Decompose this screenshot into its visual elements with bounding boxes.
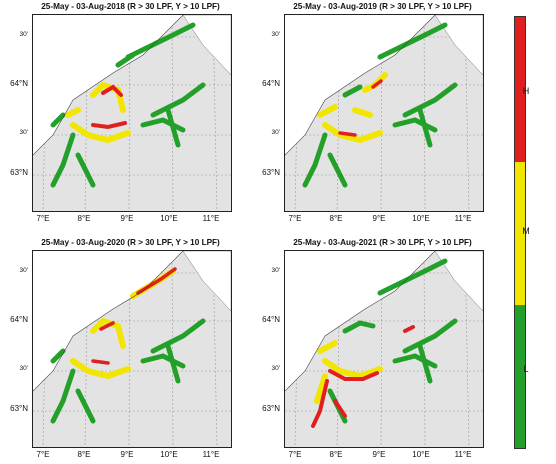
lon-label: 7°E [288,450,302,459]
panel-title: 25-May - 03-Aug-2019 (R > 30 LPF, Y > 10… [293,2,472,11]
colorbar-label-medium: M [522,226,530,236]
lat-label: 63°N [262,404,280,413]
lat-label: 30' [19,31,28,38]
lat-label: 30' [271,31,280,38]
lon-label: 11°E [454,450,472,459]
lon-label: 7°E [36,450,50,459]
lat-label: 30' [271,129,280,136]
lon-label: 7°E [36,214,50,223]
map-area [284,250,484,448]
lon-label: 10°E [412,450,430,459]
map-area [32,14,232,212]
map-area [32,250,232,448]
lat-label: 64°N [10,315,28,324]
colorbar-label-high: H [522,86,530,96]
low-zone [50,318,206,424]
high-zone [311,325,415,428]
map-panel-2021: 25-May - 03-Aug-2021 (R > 30 LPF, Y > 10… [252,236,517,464]
lon-label: 10°E [412,214,430,223]
lon-label: 9°E [120,450,134,459]
panel-title: 25-May - 03-Aug-2020 (R > 30 LPF, Y > 10… [41,238,220,247]
colorbar [514,16,526,449]
colorbar-label-low: L [523,364,529,374]
lon-label: 9°E [120,214,134,223]
lon-label: 7°E [288,214,302,223]
lat-label: 63°N [262,168,280,177]
high-zone [338,79,383,137]
low-zone [50,22,206,188]
lat-label: 30' [19,267,28,274]
map-panel-2019: 25-May - 03-Aug-2019 (R > 30 LPF, Y > 10… [252,0,517,228]
lat-label: 64°N [262,79,280,88]
colorbar-low-segment [515,305,525,448]
lon-label: 8°E [329,214,343,223]
lon-label: 8°E [329,450,343,459]
medium-zone [314,340,383,404]
lat-label: 30' [271,365,280,372]
lon-label: 11°E [202,450,220,459]
lon-label: 10°E [160,450,178,459]
lat-label: 64°N [262,315,280,324]
panel-title: 25-May - 03-Aug-2021 (R > 30 LPF, Y > 10… [293,238,472,247]
colorbar-high-segment [515,17,525,162]
map-area [284,14,484,212]
lon-label: 11°E [454,214,472,223]
high-zone [91,84,127,130]
lon-label: 8°E [77,450,91,459]
lat-label: 30' [19,365,28,372]
lon-label: 11°E [202,214,220,223]
lat-label: 63°N [10,168,28,177]
lon-label: 9°E [372,214,386,223]
lat-label: 30' [19,129,28,136]
map-panel-2018: 25-May - 03-Aug-2018 (R > 30 LPF, Y > 10… [0,0,265,228]
lat-label: 64°N [10,79,28,88]
map-panel-2020: 25-May - 03-Aug-2020 (R > 30 LPF, Y > 10… [0,236,265,464]
lon-label: 8°E [77,214,91,223]
colorbar-medium-segment [515,162,525,305]
low-zone [302,22,458,188]
lat-label: 63°N [10,404,28,413]
panel-title: 25-May - 03-Aug-2018 (R > 30 LPF, Y > 10… [41,2,220,11]
lon-label: 10°E [160,214,178,223]
lat-label: 30' [271,267,280,274]
lon-label: 9°E [372,450,386,459]
